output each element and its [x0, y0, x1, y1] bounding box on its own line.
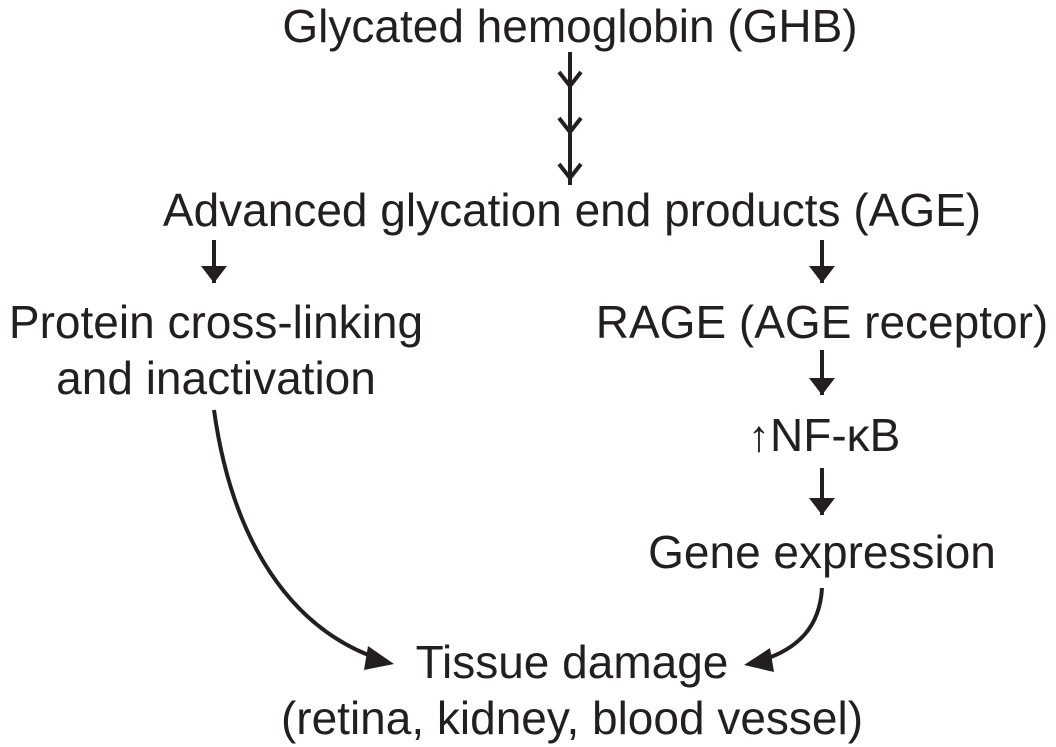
node-protein-cross-linking-line2: and inactivation: [56, 352, 376, 404]
rage-to-nfkb-arrow: [809, 350, 835, 395]
age-to-rage-arrow: [809, 240, 835, 283]
age-to-crosslink-arrow: [201, 240, 227, 283]
node-rage: RAGE (AGE receptor): [595, 296, 1049, 348]
node-gene-expression: Gene expression: [648, 526, 996, 578]
node-protein-cross-linking: Protein cross-linking and inactivation: [9, 294, 423, 406]
node-tissue-damage-line1: Tissue damage: [415, 636, 729, 688]
ghb-to-age-arrow: [557, 52, 583, 185]
node-nf-kb-label: NF-κB: [770, 409, 901, 461]
up-arrow-icon: ↑: [748, 412, 770, 461]
nfkb-to-gene-arrow: [809, 468, 835, 515]
node-protein-cross-linking-line1: Protein cross-linking: [8, 296, 424, 348]
node-tissue-damage: Tissue damage (retina, kidney, blood ves…: [281, 634, 863, 746]
node-tissue-damage-line2: (retina, kidney, blood vessel): [280, 692, 864, 744]
node-glycated-hemoglobin: Glycated hemoglobin (GHB): [282, 0, 858, 52]
node-advanced-glycation-end-products: Advanced glycation end products (AGE): [162, 184, 982, 236]
crosslink-to-damage-arrow: [212, 409, 394, 670]
node-nf-kb: ↑NF-κB: [748, 407, 900, 465]
gene-to-damage-arrow: [744, 587, 824, 672]
